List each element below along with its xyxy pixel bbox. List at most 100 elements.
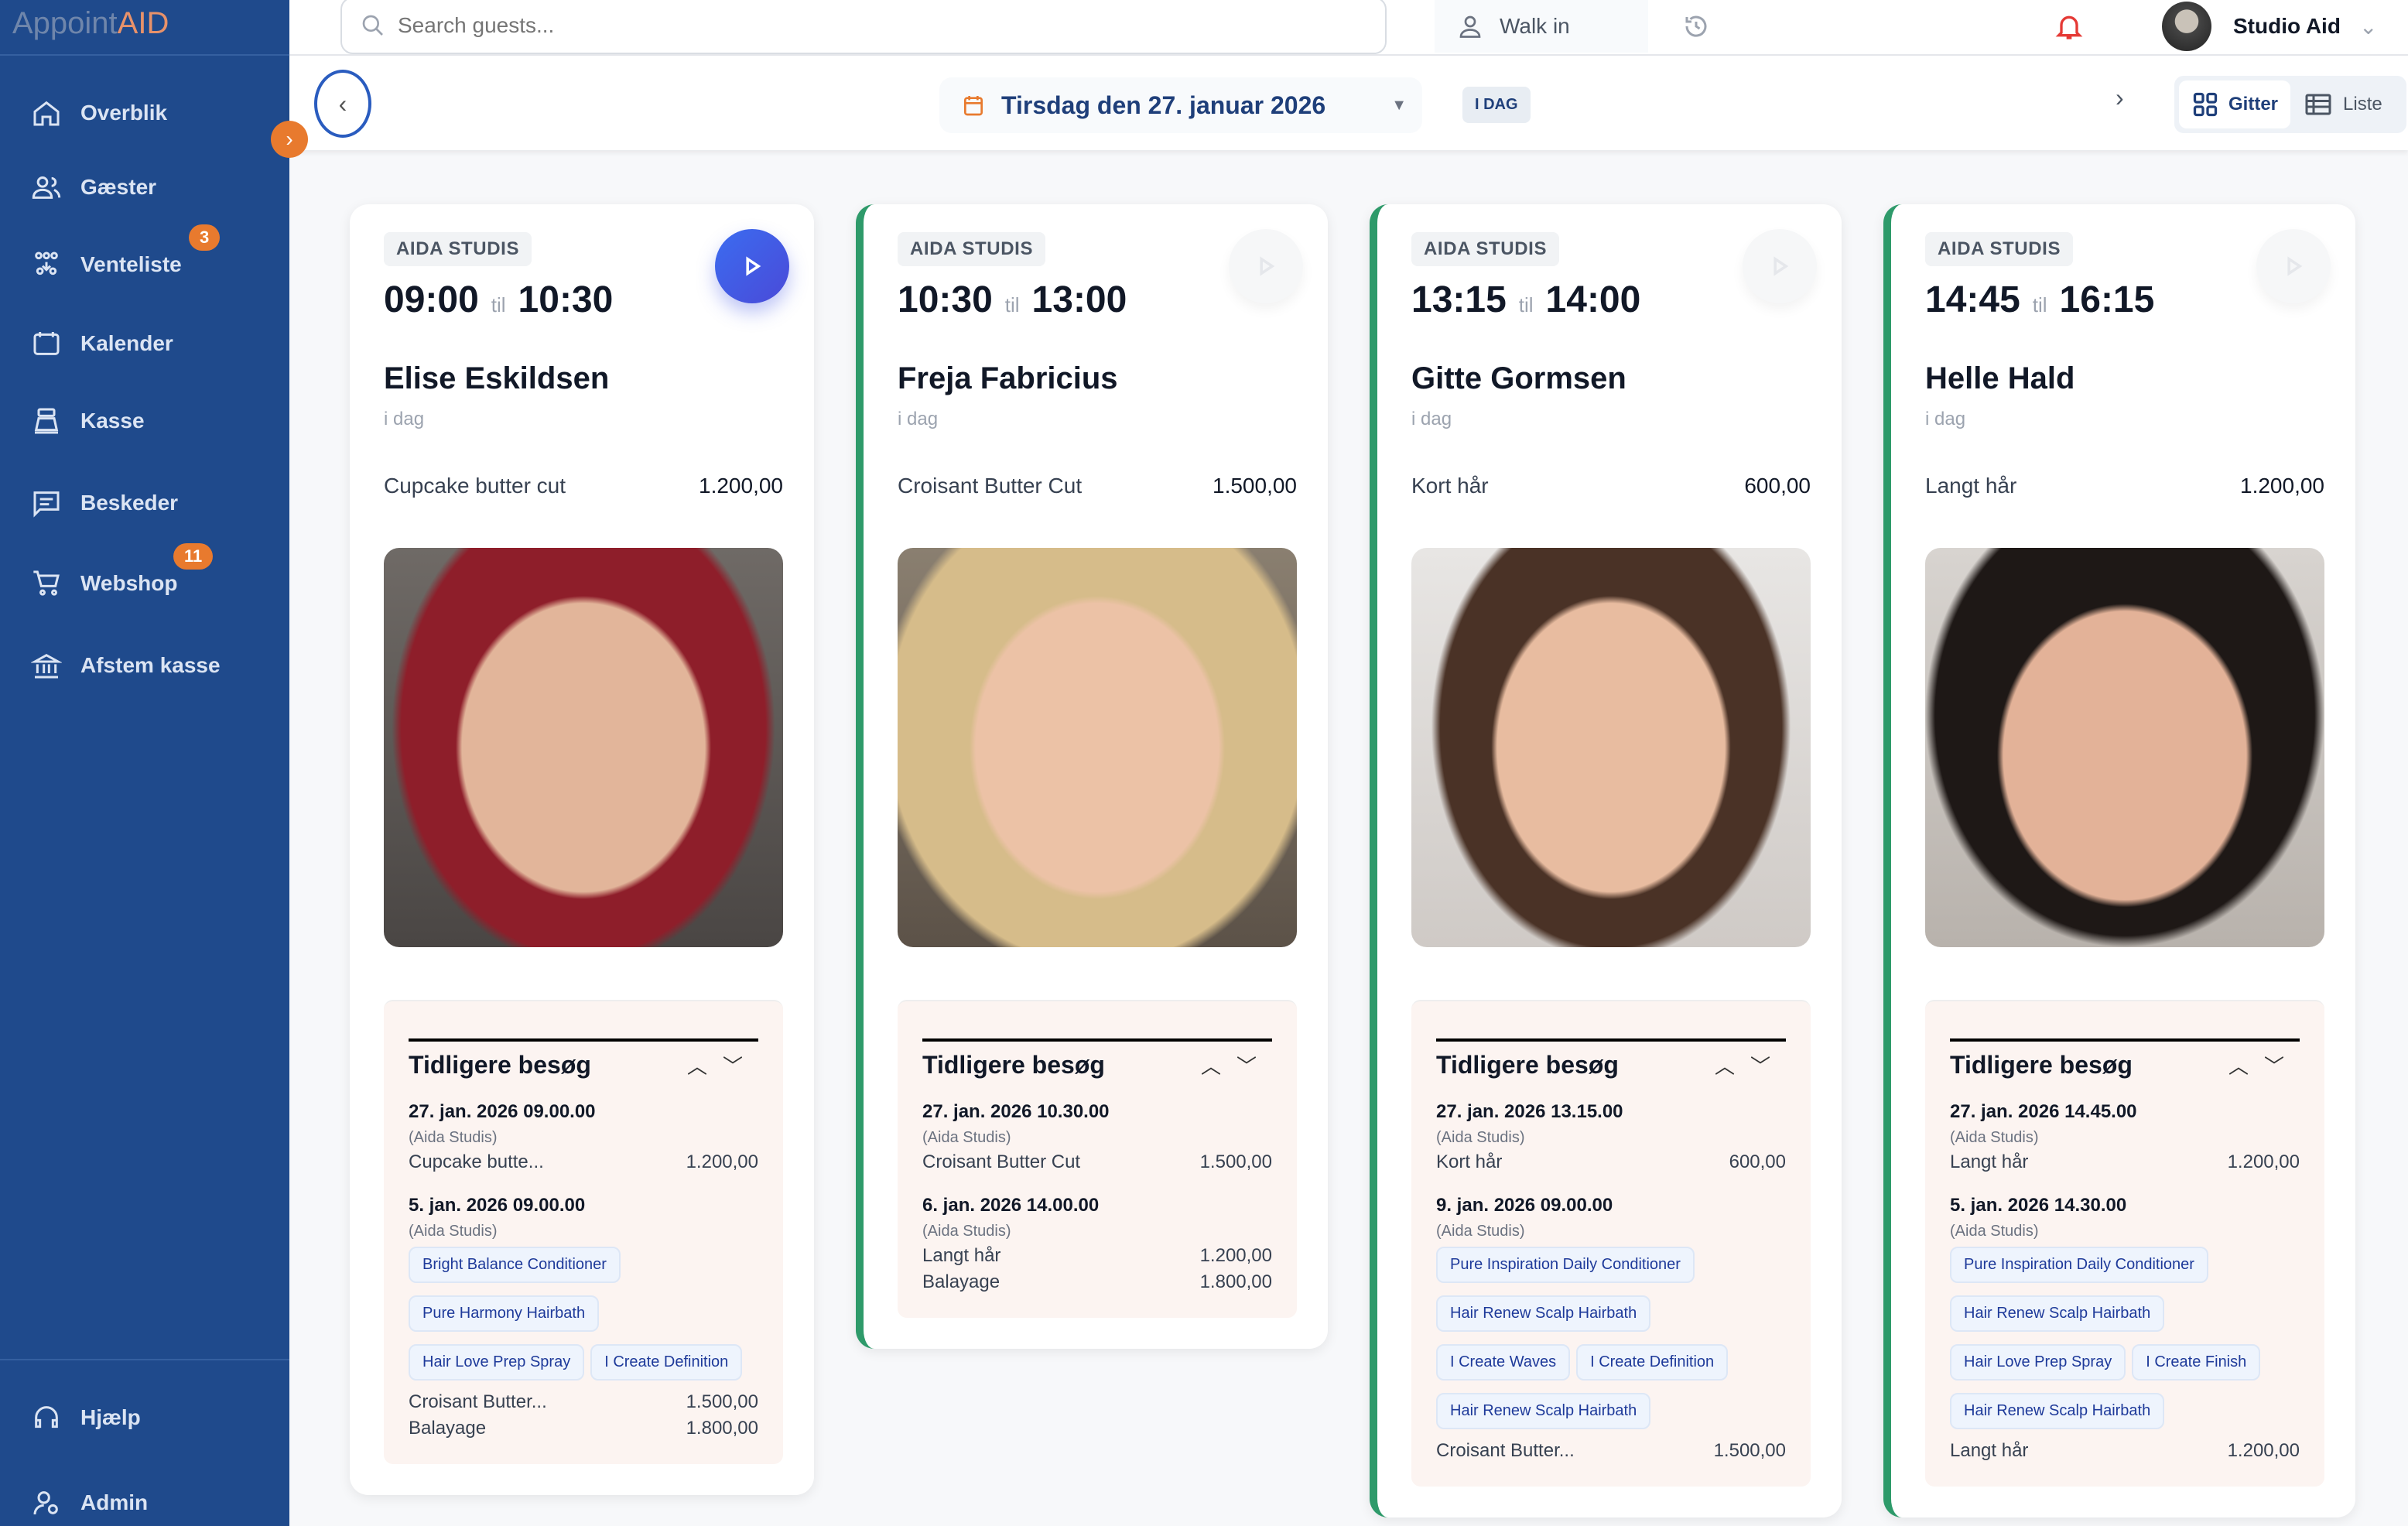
product-chip[interactable]: I Create Waves [1436, 1344, 1571, 1381]
visit-line: Kort hår 600,00 [1436, 1151, 1786, 1172]
product-chip[interactable]: Hair Renew Scalp Hairbath [1950, 1295, 2165, 1332]
appointment-card[interactable]: AIDA STUDIS 10:30 til 13:00 Freja Fabriciu… [856, 204, 1328, 1349]
visit-line: Croisant Butter Cut 1.500,00 [922, 1151, 1272, 1172]
start-button[interactable] [2256, 229, 2331, 303]
grid-icon [2193, 92, 2218, 117]
product-chip[interactable]: Bright Balance Conditioner [409, 1247, 621, 1283]
appointment-card[interactable]: AIDA STUDIS 09:00 til 10:30 Elise Eskildse… [350, 204, 814, 1495]
bank-icon [31, 653, 62, 679]
product-chip[interactable]: Hair Renew Scalp Hairbath [1950, 1393, 2165, 1429]
product-chips: Bright Balance Conditioner Pure Harmony H… [409, 1247, 758, 1387]
appointment-card[interactable]: AIDA STUDIS 14:45 til 16:15 Helle Hald i d… [1883, 204, 2355, 1517]
admin-icon [33, 1491, 58, 1515]
grid-view-button[interactable]: Gitter [2179, 80, 2291, 128]
guest-name[interactable]: Freja Fabricius [898, 361, 1118, 395]
previous-visits: Tidligere besøg ︿﹀ 27. jan. 2026 10.30.00… [898, 1000, 1297, 1318]
sidebar-item-overblik[interactable]: Overblik [0, 82, 289, 144]
search-input[interactable] [398, 13, 1326, 38]
user-menu[interactable]: Studio Aid ⌄ [2162, 2, 2377, 51]
sidebar: AppointAID Overblik Gæster Venteliste 3 Kale… [0, 0, 289, 1526]
sidebar-item-webshop[interactable]: Webshop 11 [0, 543, 289, 614]
calendar-icon [964, 96, 983, 116]
caret-down-icon: ▼ [1391, 96, 1407, 114]
expand-sidebar-button[interactable]: › [271, 121, 308, 158]
calendar-icon [33, 332, 60, 355]
home-icon [33, 101, 60, 126]
sidebar-item-venteliste[interactable]: Venteliste 3 [0, 224, 289, 296]
next-day-button[interactable]: › [2116, 84, 2124, 111]
sidebar-item-afstem-kasse[interactable]: Afstem kasse [0, 635, 289, 696]
play-icon [1774, 256, 1789, 276]
date-bar: ‹ Tirsdag den 27. januar 2026 ▼ I DAG › … [289, 56, 2408, 150]
appointment-card[interactable]: AIDA STUDIS 13:15 til 14:00 Gitte Gormsen … [1370, 204, 1842, 1517]
chevron-down-icon[interactable]: ﹀ [722, 1055, 758, 1078]
studio-tag: AIDA STUDIS [898, 232, 1046, 266]
guest-name[interactable]: Gitte Gormsen [1411, 361, 1626, 395]
start-button[interactable] [1743, 229, 1817, 303]
product-chip[interactable]: Hair Renew Scalp Hairbath [1436, 1295, 1651, 1332]
visit-line: Balayage 1.800,00 [409, 1418, 758, 1439]
product-chip[interactable]: Hair Love Prep Spray [1950, 1344, 2126, 1381]
visit-entry: 6. jan. 2026 14.00.00 (Aida Studis) Langt … [922, 1195, 1272, 1292]
service-row: Langt hår 1.200,00 [1925, 474, 2324, 498]
product-chip[interactable]: Pure Harmony Hairbath [409, 1295, 600, 1332]
chevron-up-icon[interactable]: ︿ [1714, 1055, 1750, 1078]
appointment-day: i dag [1411, 409, 1452, 429]
users-icon [32, 176, 61, 199]
history-icon[interactable] [1682, 12, 1710, 46]
search-box[interactable] [340, 0, 1387, 54]
previous-visits: Tidligere besøg ︿﹀ 27. jan. 2026 14.45.00… [1925, 1000, 2324, 1487]
product-chip[interactable]: I Create Definition [1576, 1344, 1729, 1381]
previous-visits: Tidligere besøg ︿﹀ 27. jan. 2026 13.15.00… [1411, 1000, 1811, 1487]
sidebar-item-kalender[interactable]: Kalender [0, 313, 289, 375]
visit-entry: 5. jan. 2026 09.00.00 (Aida Studis) Bright… [409, 1195, 758, 1439]
notification-bell-icon[interactable] [2054, 11, 2085, 48]
chevron-down-icon[interactable]: ﹀ [1750, 1055, 1786, 1078]
chevron-down-icon[interactable]: ﹀ [2263, 1055, 2300, 1078]
time-range: 14:45 til 16:15 [1925, 279, 2155, 320]
chevron-up-icon[interactable]: ︿ [2228, 1055, 2264, 1078]
date-picker[interactable]: Tirsdag den 27. januar 2026 ▼ [939, 77, 1422, 133]
sidebar-item-hjælp[interactable]: Hjælp [0, 1387, 289, 1449]
appointment-day: i dag [898, 409, 939, 429]
product-chip[interactable]: Pure Inspiration Daily Conditioner [1436, 1247, 1695, 1283]
today-button[interactable]: I DAG [1462, 87, 1531, 123]
product-chip[interactable]: I Create Finish [2132, 1344, 2261, 1381]
service-row: Croisant Butter Cut 1.500,00 [898, 474, 1297, 498]
count-badge: 3 [189, 224, 221, 251]
list-view-button[interactable]: Liste [2290, 80, 2395, 128]
chevron-down-icon[interactable]: ﹀ [1236, 1055, 1272, 1078]
chevron-up-icon[interactable]: ︿ [686, 1055, 723, 1078]
sidebar-item-admin[interactable]: Admin [0, 1472, 289, 1526]
app-logo[interactable]: AppointAID [0, 0, 289, 56]
chevron-up-icon[interactable]: ︿ [1200, 1055, 1236, 1078]
guest-photo [898, 548, 1297, 947]
visit-entry: 27. jan. 2026 14.45.00 (Aida Studis) Langt… [1950, 1101, 2300, 1172]
guest-name[interactable]: Helle Hald [1925, 361, 2075, 395]
sidebar-item-kasse[interactable]: Kasse [0, 390, 289, 452]
visit-line: Cupcake butte... 1.200,00 [409, 1151, 758, 1172]
product-chip[interactable]: Pure Inspiration Daily Conditioner [1950, 1247, 2208, 1283]
sidebar-item-beskeder[interactable]: Beskeder [0, 472, 289, 534]
previous-day-button[interactable]: ‹ [314, 70, 371, 138]
walk-in-button[interactable]: Walk in [1435, 0, 1648, 53]
avatar [2162, 2, 2211, 51]
sidebar-item-gæster[interactable]: Gæster [0, 156, 289, 218]
visit-line: Langt hår 1.200,00 [1950, 1151, 2300, 1172]
start-button[interactable] [715, 229, 789, 303]
visit-line: Langt hår 1.200,00 [1950, 1440, 2300, 1461]
product-chip[interactable]: I Create Definition [590, 1344, 743, 1381]
product-chip[interactable]: Hair Renew Scalp Hairbath [1436, 1393, 1651, 1429]
play-icon [1260, 256, 1275, 276]
visit-line: Balayage 1.800,00 [922, 1271, 1272, 1292]
guest-name[interactable]: Elise Eskildsen [384, 361, 610, 395]
guest-photo [384, 548, 783, 947]
product-chip[interactable]: Hair Love Prep Spray [409, 1344, 585, 1381]
visit-line: Croisant Butter... 1.500,00 [1436, 1440, 1786, 1461]
waitlist-icon [35, 251, 58, 275]
previous-visits: Tidligere besøg ︿﹀ 27. jan. 2026 09.00.00… [384, 1000, 783, 1464]
studio-tag: AIDA STUDIS [384, 232, 532, 266]
visit-entry: 9. jan. 2026 09.00.00 (Aida Studis) Pure I… [1436, 1195, 1786, 1461]
start-button[interactable] [1229, 229, 1303, 303]
count-badge: 11 [173, 543, 214, 570]
